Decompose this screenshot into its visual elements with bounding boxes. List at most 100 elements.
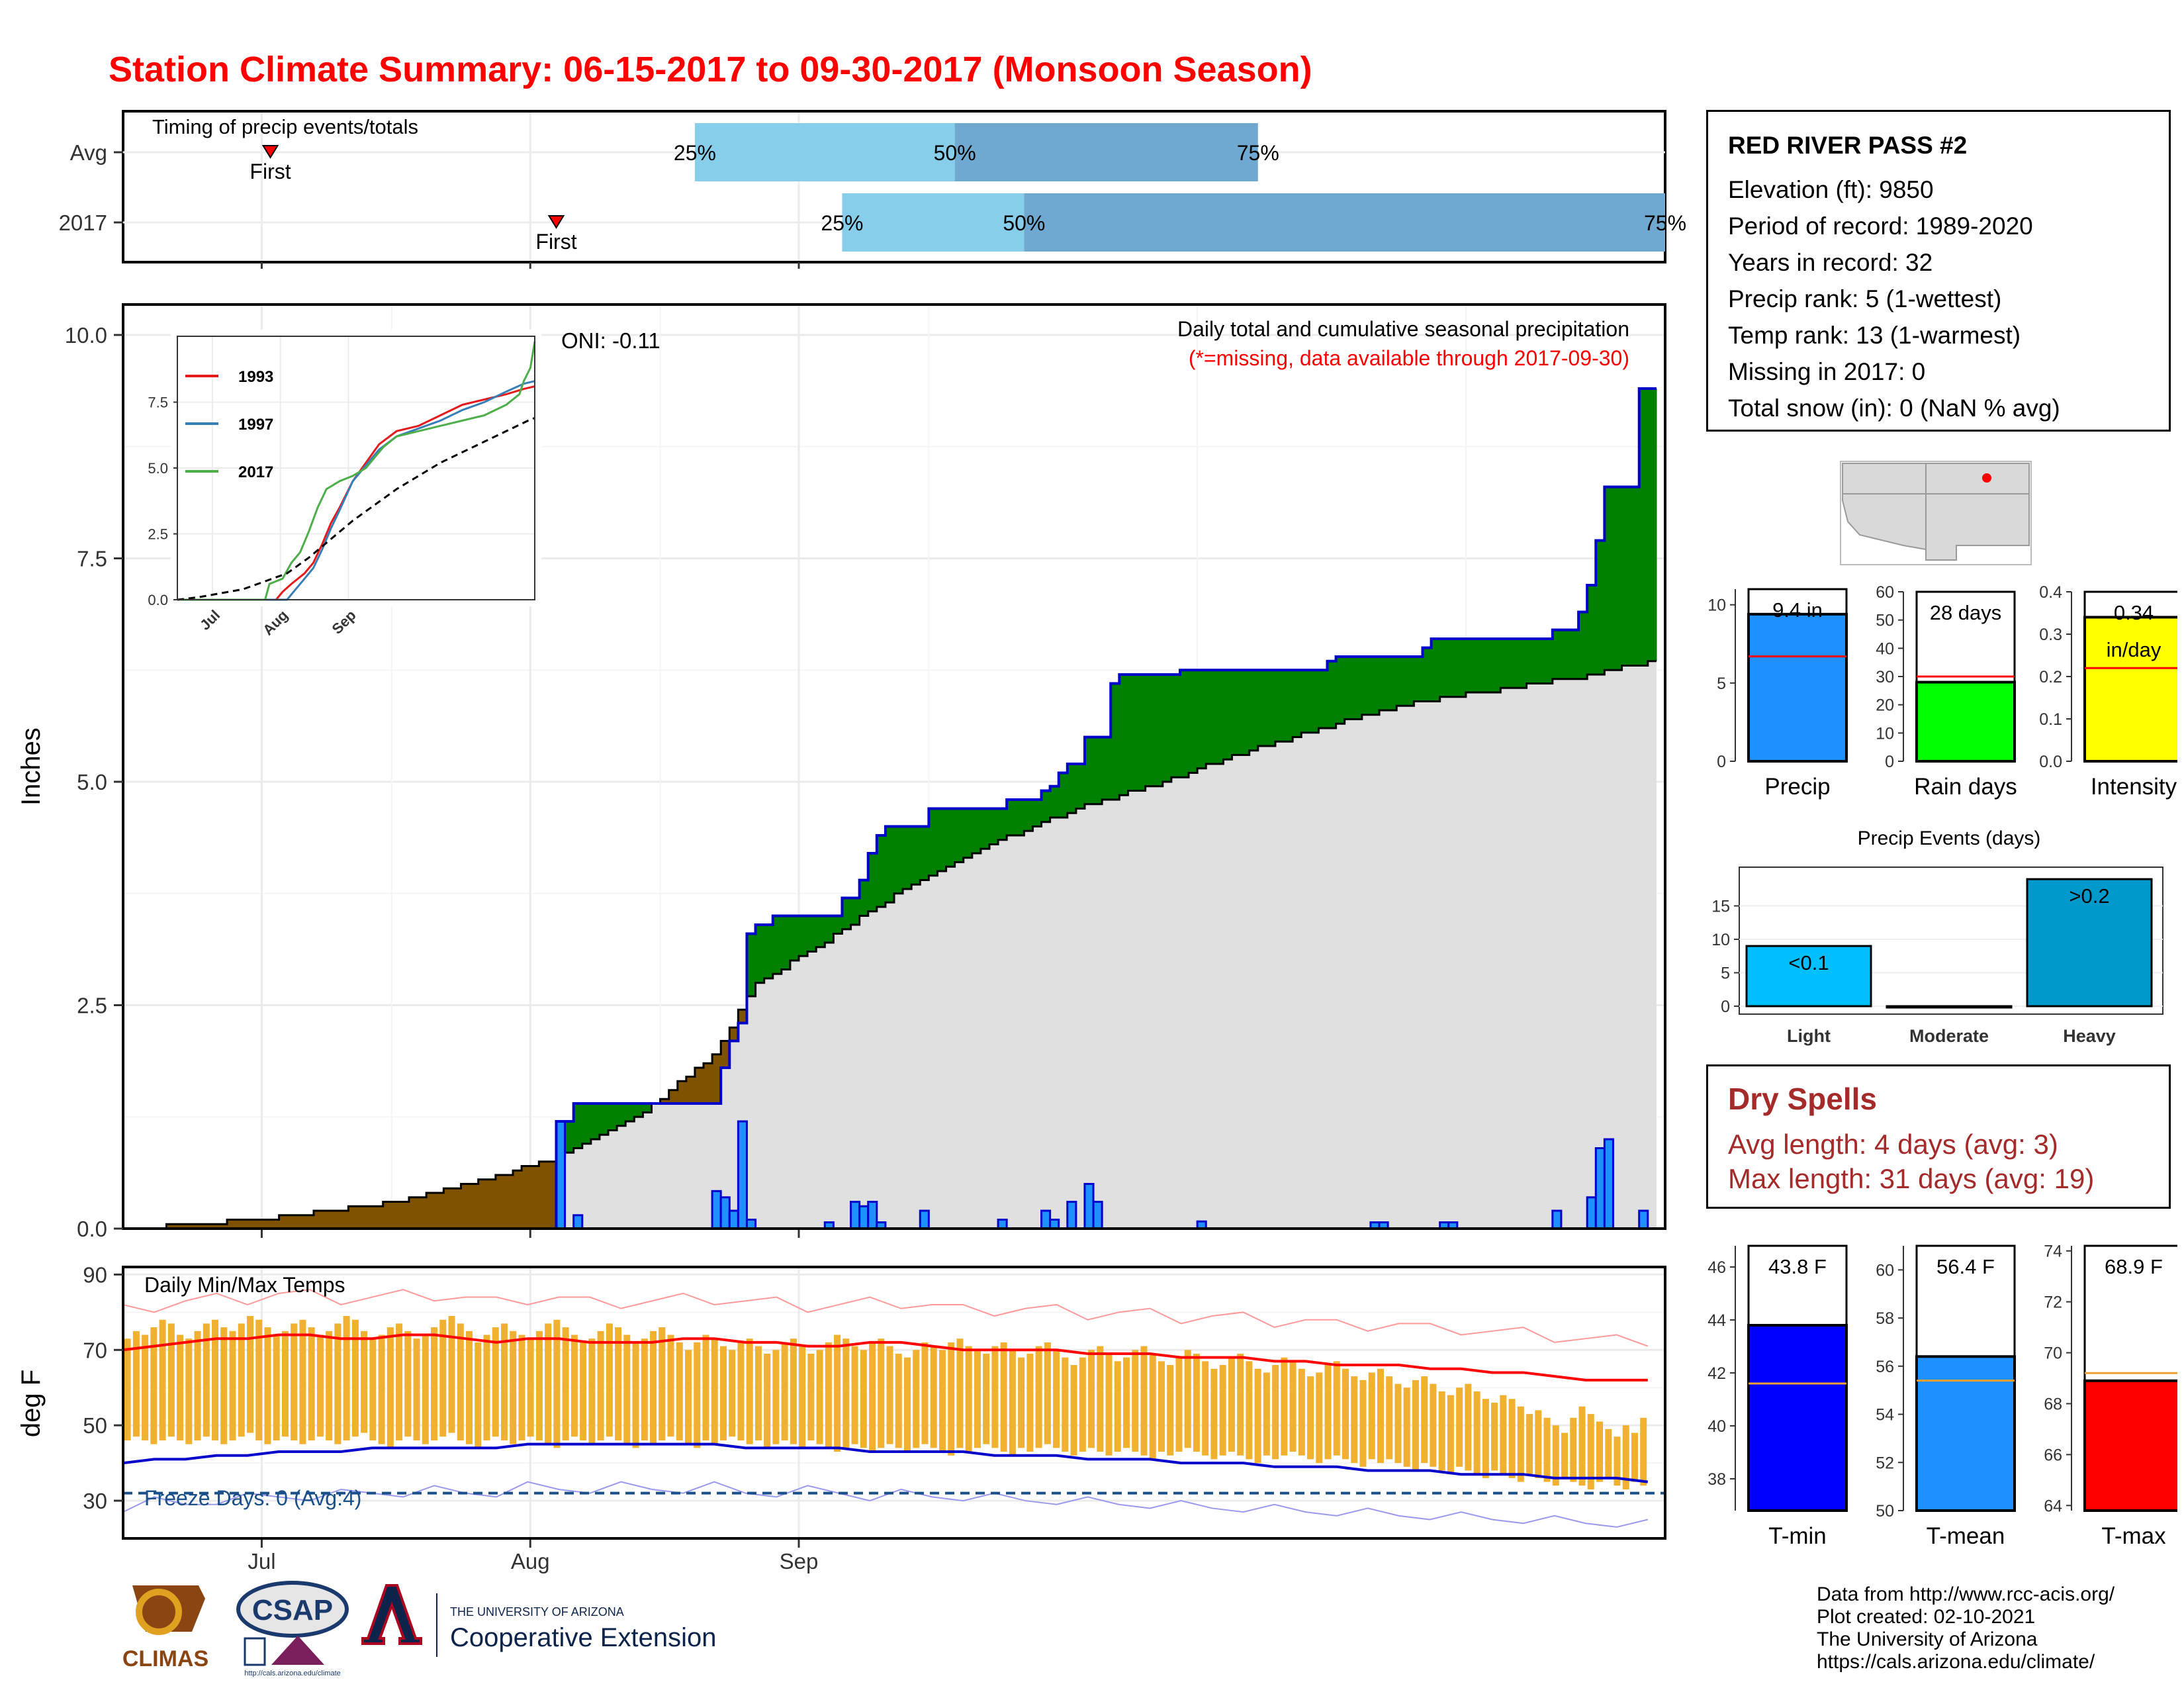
daily-temp-range-bar (167, 1323, 175, 1437)
daily-precip-bar (1040, 1209, 1052, 1229)
above-average-fill (1457, 639, 1467, 697)
above-average-fill (1543, 639, 1553, 684)
above-average-fill (1405, 657, 1414, 706)
daily-temp-range-bar (1368, 1372, 1375, 1460)
t-mean-y-tick-label: 56 (1876, 1358, 1894, 1376)
above-average-fill (1249, 670, 1259, 751)
daily-temp-range-bar (457, 1323, 464, 1440)
daily-temp-range-bar (1570, 1417, 1577, 1482)
daily-temp-range-bar (1114, 1361, 1121, 1452)
below-average-fill (340, 1211, 349, 1229)
daily-temp-range-bar (1447, 1395, 1454, 1475)
ua-logo-top-text: THE UNIVERSITY OF ARIZONA (450, 1605, 624, 1618)
daily-temp-range-bar (623, 1335, 631, 1444)
daily-temp-range-bar (606, 1323, 613, 1437)
daily-temp-range-bar (1018, 1357, 1025, 1448)
below-average-fill (183, 1224, 193, 1229)
daily-temp-range-bar (1272, 1365, 1279, 1460)
daily-temp-range-bar (938, 1350, 946, 1452)
daily-temp-range-bar (1386, 1376, 1393, 1460)
precip-y-tick-label: 10.0 (65, 323, 107, 348)
station-missing: Missing in 2017: 0 (1728, 358, 1926, 385)
inset-y-tick-label: 0.0 (148, 592, 168, 608)
above-average-fill (1223, 670, 1233, 760)
daily-precip-bar (1092, 1201, 1103, 1229)
above-average-fill (1128, 675, 1138, 791)
t-min-value-bar (1747, 1324, 1848, 1512)
daily-precip-bar (719, 1196, 731, 1229)
daily-precip-bar (997, 1219, 1008, 1229)
timing-q25-label: 25% (674, 141, 716, 165)
intensity-category-label: Intensity (2091, 774, 2177, 800)
daily-temp-range-bar (974, 1350, 981, 1448)
daily-temp-range-bar (1359, 1380, 1367, 1467)
below-average-fill (227, 1219, 236, 1229)
daily-precip-bar (823, 1221, 835, 1229)
above-average-fill (1007, 800, 1016, 835)
temp-y-tick-label: 50 (83, 1413, 107, 1438)
daily-temp-range-bar (746, 1338, 753, 1444)
temp-y-tick-label: 70 (83, 1338, 107, 1362)
above-average-fill (781, 915, 791, 970)
daily-temp-range-bar (1246, 1361, 1253, 1460)
daily-precip-bar (1083, 1183, 1095, 1229)
above-average-fill (1058, 773, 1068, 818)
daily-temp-range-bar (1079, 1357, 1086, 1452)
daily-temp-range-bar (535, 1331, 543, 1440)
above-average-fill (1361, 657, 1371, 715)
above-average-fill (1353, 657, 1363, 720)
daily-temp-range-bar (1333, 1361, 1340, 1456)
daily-temp-range-bar (1473, 1391, 1480, 1475)
inset-series-2017 (177, 341, 536, 601)
daily-precip-bar (867, 1201, 878, 1229)
above-average-fill (1041, 790, 1051, 822)
above-average-fill (1570, 630, 1579, 679)
rain-days-y-tick-label: 60 (1876, 583, 1894, 602)
rain-days-y-tick-label: 30 (1876, 668, 1894, 686)
daily-temp-range-bar (948, 1342, 955, 1456)
above-average-fill (1596, 540, 1605, 675)
events-bar (1886, 1005, 2013, 1009)
daily-temp-range-bar (246, 1316, 253, 1433)
station-snow: Total snow (in): 0 (NaN % avg) (1728, 395, 2060, 422)
below-average-fill (192, 1224, 202, 1229)
above-average-fill (1344, 657, 1354, 720)
daily-temp-range-bar (273, 1335, 280, 1440)
above-average-fill (868, 853, 878, 912)
daily-temp-range-bar (1158, 1361, 1165, 1452)
events-category-label: Light (1787, 1026, 1831, 1046)
daily-temp-range-bar (1500, 1395, 1507, 1475)
record-high-line (123, 1289, 1649, 1347)
rain-days-value-label: 28 days (1930, 601, 2002, 624)
daily-precip-bar (876, 1221, 887, 1229)
daily-temp-range-bar (527, 1338, 534, 1437)
daily-temp-range-bar (1219, 1365, 1226, 1456)
intensity-value-label: 0.34 (2114, 601, 2154, 624)
station-info-box: RED RIVER PASS #2 Elevation (ft): 9850 P… (1706, 110, 2171, 432)
above-average-fill (1431, 639, 1441, 702)
above-average-fill (825, 915, 834, 943)
below-average-fill (495, 1175, 505, 1229)
intensity-y-tick-label: 0.3 (2039, 626, 2062, 644)
below-average-fill (261, 1219, 271, 1229)
daily-temp-range-bar (694, 1342, 701, 1448)
dry-spells-max: Max length: 31 days (avg: 19) (1728, 1163, 2095, 1194)
daily-temp-range-bar (185, 1338, 193, 1444)
below-average-fill (383, 1201, 392, 1229)
daily-precip-bar (737, 1120, 748, 1229)
summary-bars: 0 5 10 9.4 in Precip 0 10 20 30 40 50 60 28 days Rain… (1707, 583, 2177, 800)
daily-temp-range-bar (1640, 1417, 1647, 1486)
t-mean-y-tick-label: 50 (1876, 1502, 1894, 1521)
precip-total-value-bar (1747, 612, 1848, 763)
rain-days-y-tick-label: 0 (1885, 753, 1894, 771)
intensity-value-label: in/day (2107, 638, 2161, 661)
climas-logo-sun (136, 1589, 182, 1635)
average-precip-area (123, 661, 1657, 1229)
daily-precip-bar (1551, 1209, 1563, 1229)
rain-days-y-tick-label: 20 (1876, 696, 1894, 715)
above-average-fill (980, 808, 990, 849)
below-average-fill (729, 1027, 739, 1041)
timing-first-marker (547, 215, 565, 229)
daily-temp-range-bar (878, 1338, 885, 1448)
daily-temp-range-bar (816, 1350, 823, 1444)
